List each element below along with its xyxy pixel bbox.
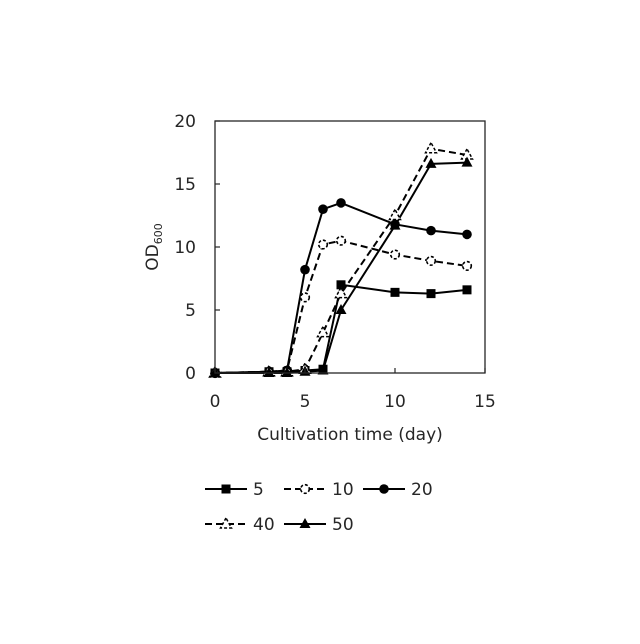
- x-axis-label: Cultivation time (day): [257, 425, 443, 445]
- data-point-5: [463, 285, 472, 294]
- plot-area-frame: [215, 121, 485, 373]
- legend-label: 5: [253, 480, 264, 500]
- legend-item-10: 10: [284, 480, 354, 500]
- y-tick-label: 15: [174, 175, 196, 195]
- y-axis-label-subscript: 600: [152, 223, 165, 244]
- data-point-20: [462, 230, 472, 240]
- data-point-10: [427, 257, 436, 266]
- legend-label: 10: [332, 480, 354, 500]
- legend-label: 50: [332, 515, 354, 535]
- legend-item-5: 5: [205, 480, 264, 500]
- data-point-20: [300, 265, 310, 275]
- legend-item-40: 40: [205, 515, 275, 535]
- y-tick-label: 5: [185, 301, 196, 321]
- legend-marker: [222, 485, 231, 494]
- y-tick-label: 10: [174, 238, 196, 258]
- series-markers: [210, 143, 473, 378]
- y-axis-label: OD600: [143, 223, 165, 270]
- series-line-50: [215, 163, 467, 373]
- x-tick-label: 0: [210, 392, 221, 412]
- data-point-10: [337, 236, 346, 245]
- data-point-10: [319, 240, 328, 249]
- x-tick-label: 15: [474, 392, 496, 412]
- y-tick-label: 20: [174, 112, 196, 132]
- data-point-10: [391, 250, 400, 259]
- y-axis-label-main: OD: [143, 244, 163, 270]
- legend-item-20: 20: [363, 480, 433, 500]
- legend-label: 40: [253, 515, 275, 535]
- y-tick-label: 0: [185, 364, 196, 384]
- x-tick-label: 10: [384, 392, 406, 412]
- data-point-5: [427, 289, 436, 298]
- legend-marker: [301, 485, 310, 494]
- legend-marker: [379, 484, 389, 494]
- y-axis-ticks: 0 5 10 15 20: [174, 112, 220, 384]
- data-point-20: [426, 226, 436, 236]
- data-point-40: [390, 210, 401, 220]
- legend-label: 20: [411, 480, 433, 500]
- legend: 5 10 20 40 50: [205, 480, 433, 535]
- x-tick-label: 5: [300, 392, 311, 412]
- data-point-10: [301, 293, 310, 302]
- data-point-5: [391, 288, 400, 297]
- data-point-10: [463, 262, 472, 271]
- data-point-20: [318, 204, 328, 214]
- x-axis-ticks: 0 5 10 15: [210, 368, 496, 412]
- data-point-40: [426, 143, 437, 153]
- legend-item-50: 50: [284, 515, 354, 535]
- data-point-40: [318, 327, 329, 337]
- data-point-20: [336, 198, 346, 208]
